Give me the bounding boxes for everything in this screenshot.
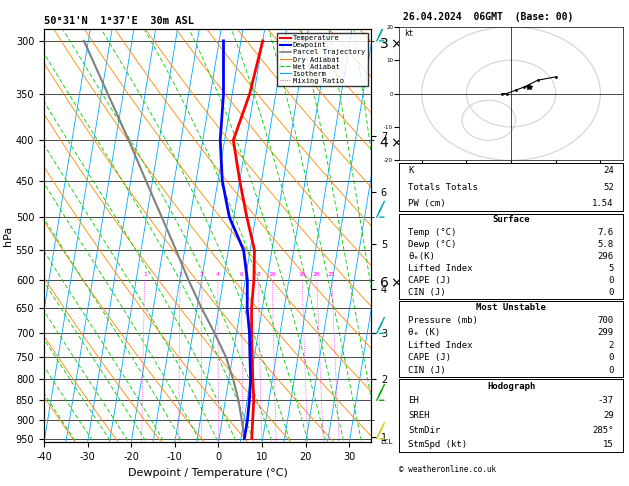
- Text: 0: 0: [608, 276, 614, 285]
- Text: StmDir: StmDir: [408, 426, 440, 434]
- Text: 50°31'N  1°37'E  30m ASL: 50°31'N 1°37'E 30m ASL: [44, 16, 194, 26]
- Text: 5: 5: [608, 264, 614, 273]
- Text: 296: 296: [598, 252, 614, 261]
- Text: 20: 20: [313, 272, 320, 277]
- Text: Dewp (°C): Dewp (°C): [408, 240, 457, 249]
- Text: 1.54: 1.54: [593, 199, 614, 208]
- Text: K: K: [408, 166, 414, 175]
- Text: StmSpd (kt): StmSpd (kt): [408, 440, 467, 449]
- Text: CAPE (J): CAPE (J): [408, 353, 452, 363]
- Legend: Temperature, Dewpoint, Parcel Trajectory, Dry Adiabat, Wet Adiabat, Isotherm, Mi: Temperature, Dewpoint, Parcel Trajectory…: [277, 33, 367, 87]
- Text: 3: 3: [200, 272, 204, 277]
- Text: 6: 6: [240, 272, 243, 277]
- Text: Temp (°C): Temp (°C): [408, 227, 457, 237]
- Text: -37: -37: [598, 397, 614, 405]
- Text: 0: 0: [608, 288, 614, 297]
- Text: 52: 52: [603, 183, 614, 191]
- Text: 29: 29: [603, 411, 614, 420]
- Text: Surface: Surface: [493, 215, 530, 225]
- Text: SREH: SREH: [408, 411, 430, 420]
- Text: © weatheronline.co.uk: © weatheronline.co.uk: [399, 465, 496, 474]
- Text: 299: 299: [598, 328, 614, 337]
- Text: Hodograph: Hodograph: [487, 382, 535, 391]
- Text: LCL: LCL: [381, 438, 393, 445]
- Text: CAPE (J): CAPE (J): [408, 276, 452, 285]
- Y-axis label: km
ASL: km ASL: [432, 226, 454, 245]
- Text: 2: 2: [178, 272, 182, 277]
- Text: 285°: 285°: [593, 426, 614, 434]
- X-axis label: Dewpoint / Temperature (°C): Dewpoint / Temperature (°C): [128, 468, 287, 478]
- Text: 0: 0: [608, 366, 614, 375]
- Text: 5.8: 5.8: [598, 240, 614, 249]
- Text: Most Unstable: Most Unstable: [476, 303, 546, 312]
- Text: kt: kt: [404, 29, 413, 38]
- Text: Totals Totals: Totals Totals: [408, 183, 478, 191]
- Text: θₑ(K): θₑ(K): [408, 252, 435, 261]
- Text: CIN (J): CIN (J): [408, 366, 446, 375]
- Text: 4: 4: [216, 272, 220, 277]
- Text: 1: 1: [143, 272, 147, 277]
- Text: PW (cm): PW (cm): [408, 199, 446, 208]
- Text: 0: 0: [608, 353, 614, 363]
- Text: 16: 16: [298, 272, 306, 277]
- Text: 7.6: 7.6: [598, 227, 614, 237]
- Text: 2: 2: [608, 341, 614, 350]
- Text: θₑ (K): θₑ (K): [408, 328, 440, 337]
- Text: 15: 15: [603, 440, 614, 449]
- Text: 24: 24: [603, 166, 614, 175]
- Text: 700: 700: [598, 315, 614, 325]
- Y-axis label: hPa: hPa: [3, 226, 13, 246]
- Text: CIN (J): CIN (J): [408, 288, 446, 297]
- Text: Lifted Index: Lifted Index: [408, 341, 473, 350]
- Text: 25: 25: [328, 272, 335, 277]
- Text: 8: 8: [257, 272, 260, 277]
- Text: Pressure (mb): Pressure (mb): [408, 315, 478, 325]
- Text: Lifted Index: Lifted Index: [408, 264, 473, 273]
- Text: 10: 10: [269, 272, 276, 277]
- Text: 26.04.2024  06GMT  (Base: 00): 26.04.2024 06GMT (Base: 00): [403, 12, 573, 22]
- Text: EH: EH: [408, 397, 419, 405]
